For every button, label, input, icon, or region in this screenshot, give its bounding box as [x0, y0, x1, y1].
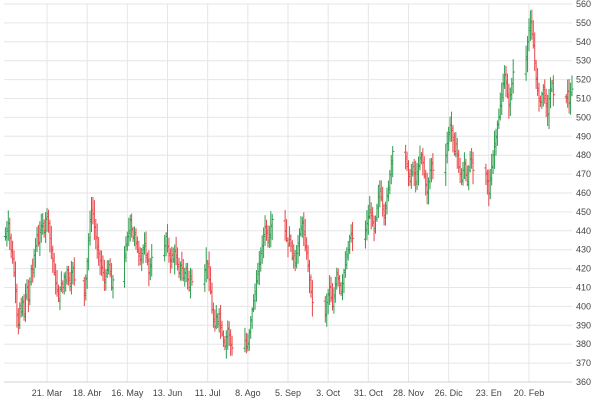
- ohlc-bar-up: [570, 75, 574, 97]
- ohlc-bar-down: [350, 222, 355, 252]
- y-tick-label: 510: [576, 94, 591, 104]
- y-tick-label: 430: [576, 245, 591, 255]
- ohlc-bar-down: [72, 257, 76, 286]
- y-tick-label: 500: [576, 112, 591, 122]
- ohlc-bar-down: [471, 151, 475, 185]
- ohlc-bar-up: [150, 243, 154, 277]
- y-tick-label: 540: [576, 37, 591, 47]
- y-tick-label: 450: [576, 207, 591, 217]
- x-tick-label: 8. Ago: [235, 388, 261, 398]
- x-tick-label: 18. Abr: [73, 388, 102, 398]
- y-tick-label: 390: [576, 320, 591, 330]
- x-tick-label: 28. Nov: [393, 388, 425, 398]
- y-tick-label: 490: [576, 131, 591, 141]
- x-axis: 21. Mar 18. Abr 16. May 13. Jun 11. Jul 8. Ag…: [4, 381, 572, 398]
- y-axis: 360 370 380 390 400 410 420 430 440 450 460 470 480 4…: [576, 0, 591, 387]
- ohlc-bar-up: [391, 146, 395, 178]
- y-tick-label: 470: [576, 169, 591, 179]
- ohlc-bar-down: [551, 75, 555, 107]
- x-tick-label: 26. Dic: [435, 388, 464, 398]
- ohlc-bar-down: [230, 335, 234, 356]
- y-tick-label: 480: [576, 150, 591, 160]
- y-tick-label: 400: [576, 301, 591, 311]
- x-tick-label: 11. Jul: [195, 388, 221, 398]
- ohlc-bar-up: [270, 213, 274, 241]
- x-tick-label: 31. Oct: [354, 388, 384, 398]
- ohlc-bar-up: [111, 275, 115, 299]
- y-tick-label: 560: [576, 0, 591, 9]
- x-tick-label: 3. Oct: [316, 388, 341, 398]
- x-tick-label: 5. Sep: [275, 388, 301, 398]
- x-tick-label: 23. En: [476, 388, 502, 398]
- y-tick-label: 380: [576, 339, 591, 349]
- y-tick-label: 420: [576, 264, 591, 274]
- y-tick-label: 440: [576, 226, 591, 236]
- y-tick-label: 550: [576, 18, 591, 28]
- x-tick-label: 16. May: [111, 388, 144, 398]
- ohlc-bar-down: [310, 280, 314, 317]
- x-tick-label: 13. Jun: [153, 388, 183, 398]
- y-tick-label: 460: [576, 188, 591, 198]
- ohlc-bar-up: [511, 59, 515, 94]
- y-tick-label: 370: [576, 358, 591, 368]
- ohlc-bar-down: [190, 269, 194, 286]
- grid: [4, 3, 572, 383]
- y-tick-label: 520: [576, 75, 591, 85]
- y-tick-label: 530: [576, 56, 591, 66]
- ohlc-bar-down: [431, 153, 435, 180]
- x-tick-label: 20. Feb: [514, 388, 545, 398]
- price-bars: [3, 9, 574, 359]
- x-tick-label: 21. Mar: [32, 388, 63, 398]
- y-tick-label: 360: [576, 377, 591, 387]
- y-tick-label: 410: [576, 283, 591, 293]
